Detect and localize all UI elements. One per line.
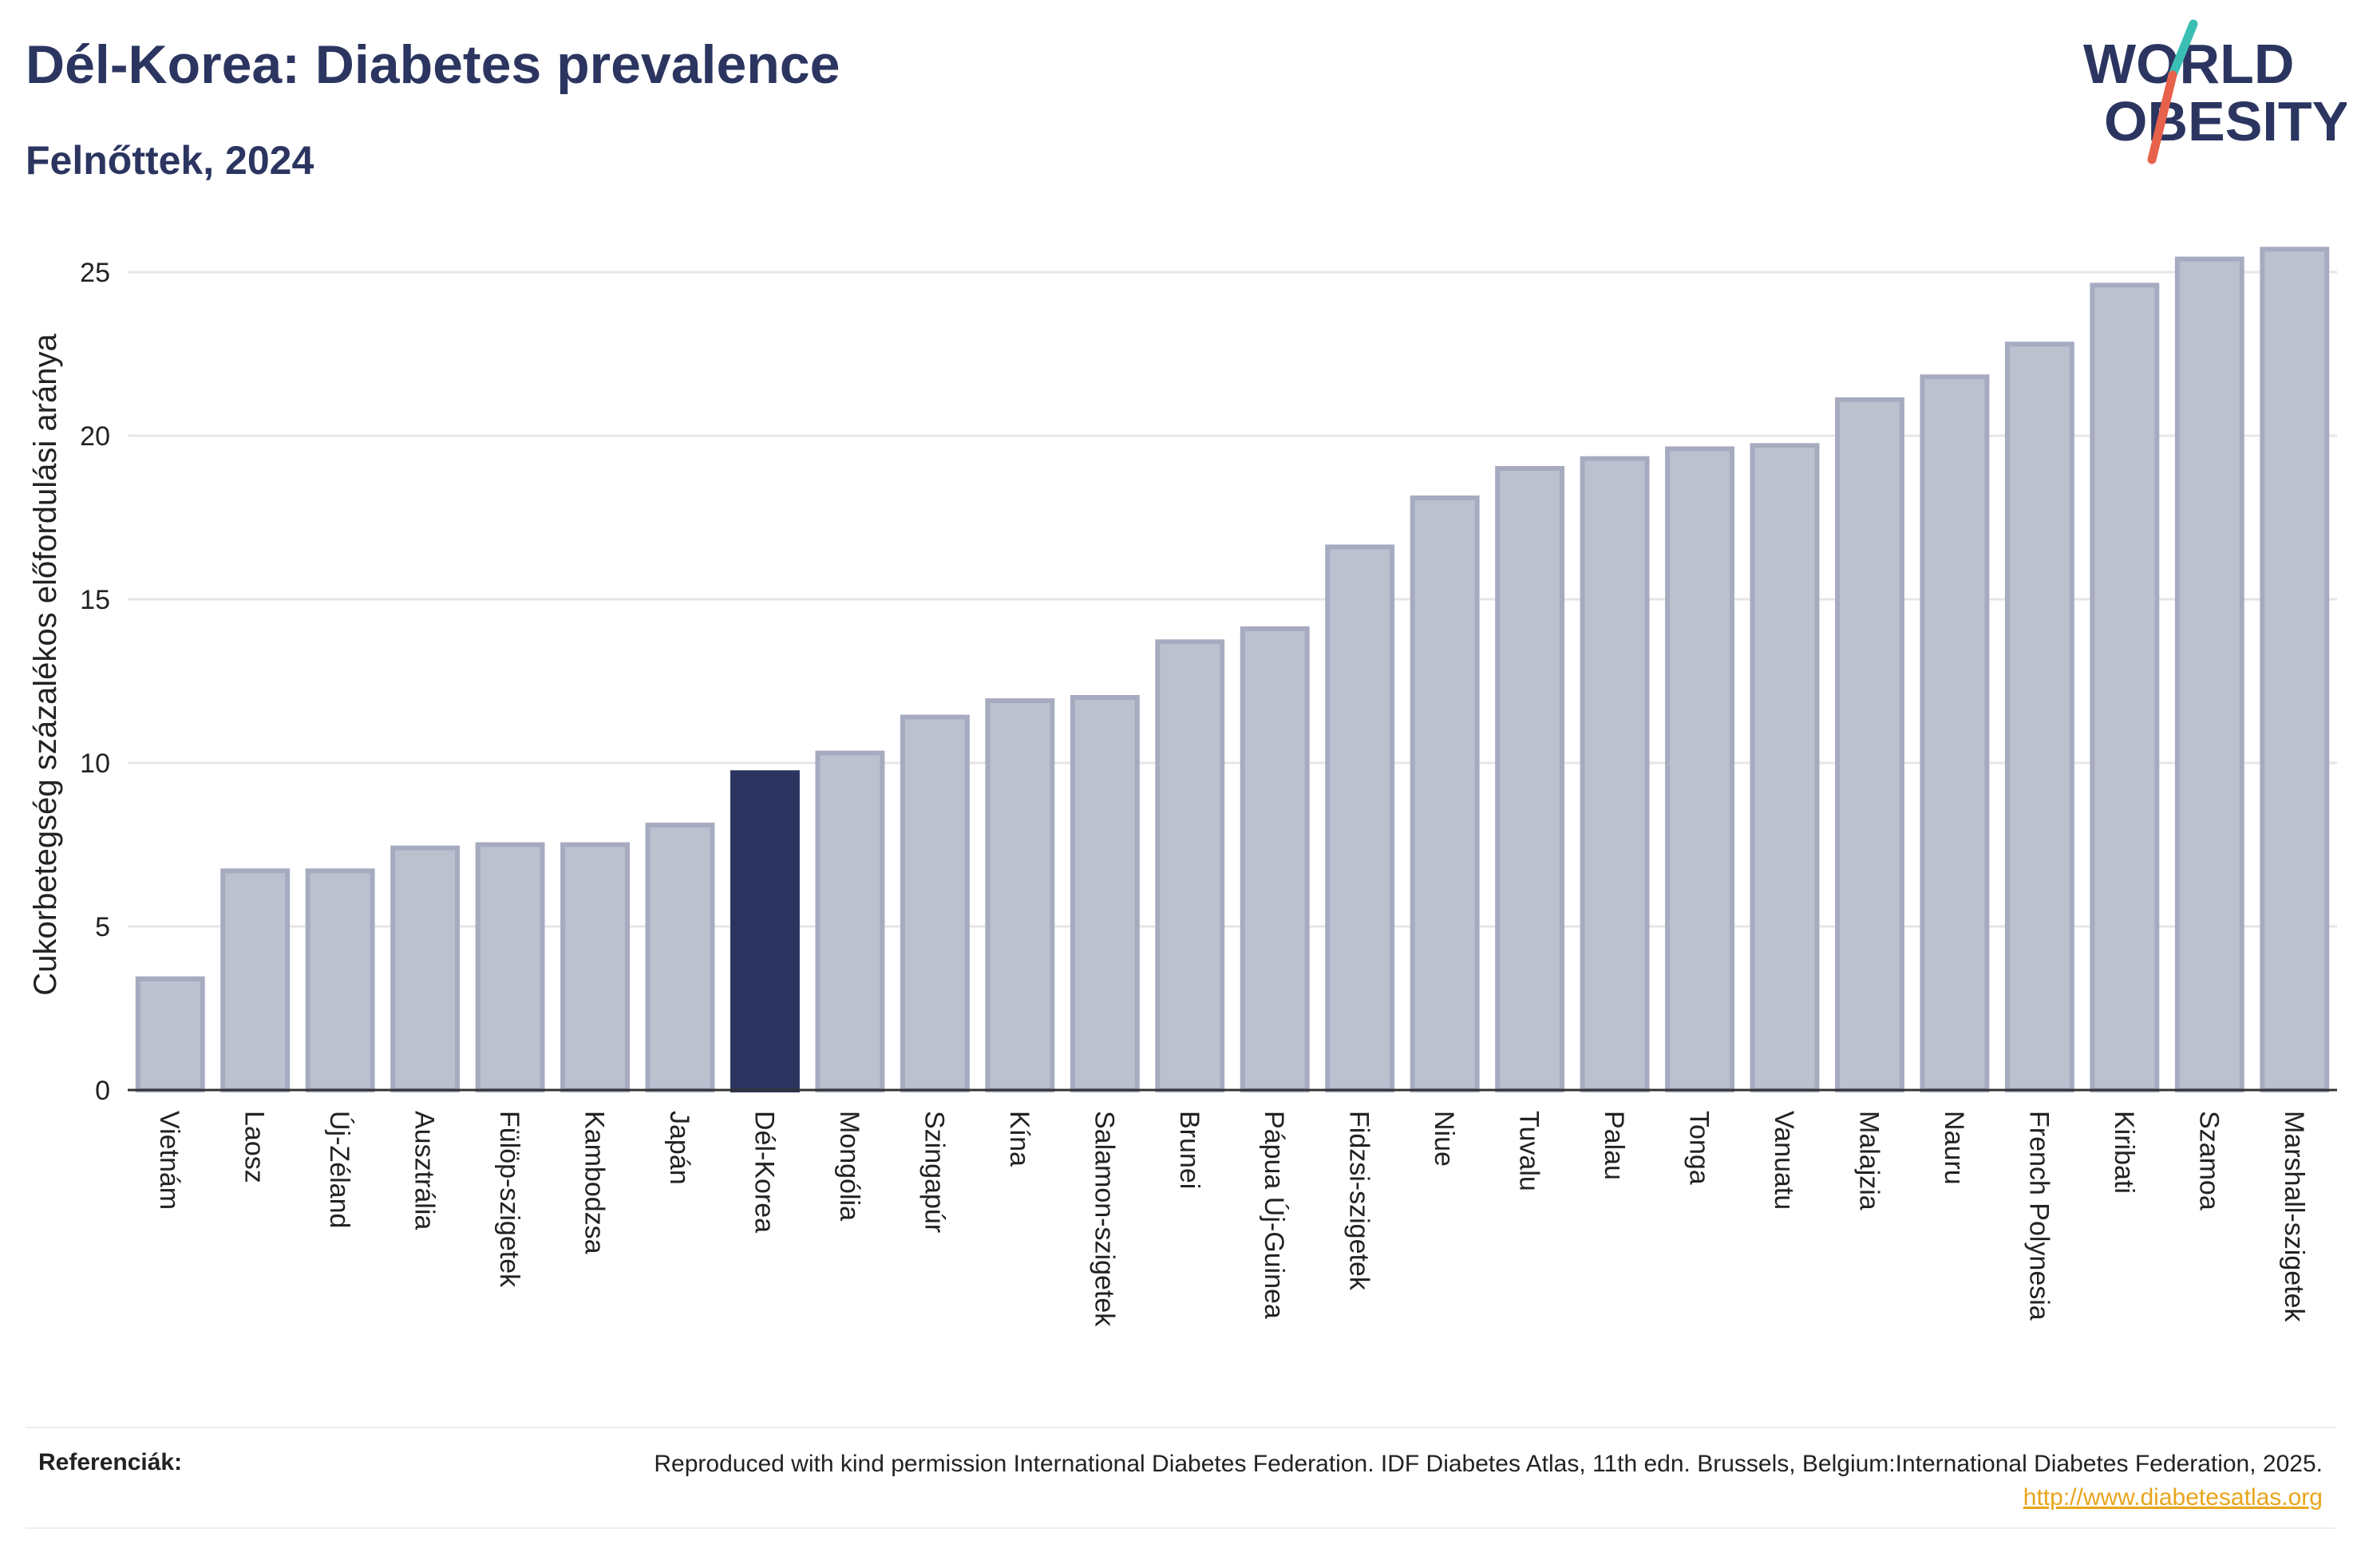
x-tick-label: Tuvalu bbox=[1514, 1111, 1544, 1191]
bar bbox=[1665, 446, 1734, 1092]
y-tick-label: 25 bbox=[80, 258, 110, 288]
bar bbox=[1325, 544, 1395, 1092]
bar bbox=[645, 822, 715, 1093]
references-text-block: Reproduced with kind permission Internat… bbox=[647, 1448, 2323, 1515]
x-tick-label: Pápua Új-Guinea bbox=[1259, 1111, 1289, 1319]
x-tick-label: Mongólia bbox=[834, 1111, 864, 1221]
bar-chart: 0 5 10 15 20 25 Cukorbetegség százalékos előfo… bbox=[28, 247, 2337, 1327]
logo-slash-coral bbox=[2147, 70, 2177, 164]
bar bbox=[135, 976, 205, 1092]
x-tick-label: Fidzsi-szigetek bbox=[1344, 1111, 1374, 1291]
references-label: Referenciák: bbox=[38, 1449, 183, 1475]
x-tick-label: French Polynesia bbox=[2023, 1111, 2054, 1321]
chart-subtitle: Felnőttek, 2024 bbox=[26, 138, 314, 183]
bar bbox=[1410, 495, 1480, 1092]
x-tick-label: Dél-Korea bbox=[749, 1111, 779, 1233]
references-link[interactable]: http://www.diabetesatlas.org bbox=[2023, 1484, 2323, 1511]
bar bbox=[2090, 282, 2160, 1092]
x-tick-label: Marshall-szigetek bbox=[2279, 1111, 2309, 1323]
x-tick-label: Fülöp-szigetek bbox=[494, 1111, 524, 1288]
y-tick-label: 20 bbox=[80, 421, 110, 452]
chart-title: Dél-Korea: Diabetes prevalence bbox=[26, 34, 840, 95]
bar bbox=[1920, 374, 1990, 1092]
bar bbox=[2004, 342, 2074, 1092]
y-tick-label: 15 bbox=[80, 585, 110, 615]
x-tick-label: Brunei bbox=[1174, 1111, 1204, 1189]
bar bbox=[2174, 256, 2244, 1093]
logo-slash-teal bbox=[2168, 19, 2198, 80]
y-tick-label: 0 bbox=[95, 1076, 110, 1106]
x-tick-label: Vietnám bbox=[154, 1111, 184, 1210]
bar bbox=[2260, 247, 2330, 1092]
x-tick-label: Kiribati bbox=[2109, 1111, 2139, 1194]
bar-highlighted bbox=[730, 770, 800, 1092]
x-tick-label: Malajzia bbox=[1853, 1111, 1884, 1211]
world-obesity-logo: WORLD OBESITY bbox=[2083, 19, 2347, 164]
bar bbox=[1835, 397, 1904, 1092]
references-box: Referenciák: Reproduced with kind permis… bbox=[26, 1427, 2335, 1529]
x-tick-label: Ausztrália bbox=[409, 1111, 440, 1230]
x-tick-label: Niue bbox=[1429, 1111, 1459, 1167]
bar bbox=[1240, 626, 1310, 1092]
x-tick-label: Tonga bbox=[1684, 1111, 1714, 1185]
bar bbox=[1495, 466, 1565, 1092]
references-text: Reproduced with kind permission Internat… bbox=[654, 1451, 2323, 1477]
x-tick-label: Új-Zéland bbox=[324, 1111, 354, 1228]
bar bbox=[985, 698, 1055, 1092]
x-tick-label: Vanuatu bbox=[1769, 1111, 1799, 1210]
bar bbox=[1155, 639, 1225, 1092]
x-tick-label: Kína bbox=[1004, 1111, 1034, 1167]
bar bbox=[900, 714, 970, 1092]
bar bbox=[390, 845, 461, 1092]
x-tick-label: Szingapúr bbox=[919, 1111, 949, 1233]
bar bbox=[815, 750, 885, 1092]
bar bbox=[1580, 456, 1650, 1092]
bar bbox=[1750, 443, 1820, 1092]
logo-line-obesity: OBESITY bbox=[2104, 90, 2347, 152]
bar bbox=[1070, 695, 1140, 1092]
y-axis-label: Cukorbetegség százalékos előfordulási ar… bbox=[28, 334, 63, 996]
x-tick-label: Szamoa bbox=[2193, 1111, 2224, 1211]
x-tick-label: Palau bbox=[1599, 1111, 1629, 1180]
bar bbox=[305, 868, 375, 1093]
bar bbox=[220, 868, 291, 1093]
y-tick-label: 10 bbox=[80, 748, 110, 779]
y-tick-label: 5 bbox=[95, 912, 110, 942]
x-tick-label: Salamon-szigetek bbox=[1089, 1111, 1119, 1327]
x-tick-label: Japán bbox=[664, 1111, 694, 1185]
x-tick-label: Laosz bbox=[239, 1111, 270, 1183]
bar bbox=[475, 842, 545, 1092]
bar bbox=[560, 842, 630, 1092]
x-tick-label: Kambodzsa bbox=[579, 1111, 610, 1254]
x-tick-label: Nauru bbox=[1939, 1111, 1969, 1185]
